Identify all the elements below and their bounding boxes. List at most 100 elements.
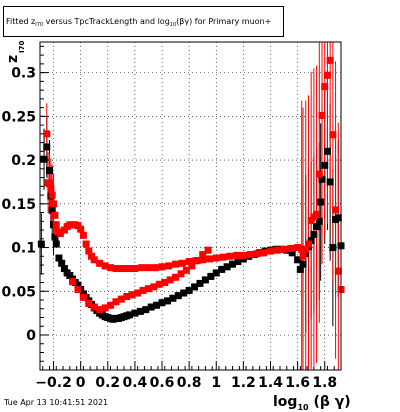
data-point	[204, 246, 212, 254]
y-axis-label-z: z	[5, 55, 21, 63]
data-point	[315, 170, 323, 178]
data-point	[288, 249, 296, 257]
x-tick-label: 1.4	[258, 375, 283, 391]
data-point	[150, 283, 158, 291]
data-point	[124, 265, 132, 273]
data-point	[79, 231, 87, 239]
data-point	[218, 265, 226, 273]
data-point	[107, 301, 115, 309]
data-point	[326, 178, 334, 186]
error-bars	[40, 42, 342, 370]
data-point	[158, 263, 166, 271]
data-point	[226, 252, 234, 260]
data-point	[153, 301, 161, 309]
data-point	[174, 292, 182, 300]
data-point	[43, 130, 51, 138]
y-axis-ticks: 0 0.05 0.1 0.15 0.2 0.25 0.3	[1, 45, 49, 362]
data-point	[125, 311, 133, 319]
title-prefix: Fitted z	[6, 17, 36, 26]
data-point	[205, 255, 213, 263]
x-axis-ticks: −0.2 0 0.2 0.4 0.6 0.8 1 1.2 1.4 1.6 1.8	[35, 361, 337, 391]
data-point	[273, 246, 281, 254]
data-point	[172, 273, 180, 281]
data-point	[329, 244, 337, 252]
data-point	[178, 259, 186, 267]
data-point	[96, 306, 104, 314]
y-axis-label-sub: I70	[18, 41, 26, 53]
data-markers	[37, 56, 345, 323]
data-point	[51, 211, 59, 219]
data-point	[85, 247, 93, 255]
data-point	[161, 279, 169, 287]
data-point	[166, 276, 174, 284]
data-point	[52, 240, 60, 248]
data-point	[318, 175, 326, 183]
data-point	[317, 198, 325, 206]
x-tick-label: 1.8	[312, 375, 337, 391]
y-tick-label: 0.3	[11, 66, 36, 82]
data-point	[45, 180, 53, 188]
data-point	[101, 304, 109, 312]
data-point	[147, 303, 155, 311]
data-point	[219, 253, 227, 261]
data-point	[313, 210, 321, 218]
data-point	[37, 240, 45, 248]
data-point	[51, 233, 59, 241]
data-point	[212, 269, 220, 277]
data-point	[123, 293, 131, 301]
y-tick-label: 0.25	[1, 109, 36, 125]
data-point	[191, 283, 199, 291]
data-point	[299, 252, 307, 260]
data-point	[296, 265, 304, 273]
data-point	[85, 300, 93, 308]
title-sub-2: 10	[169, 22, 177, 28]
y-tick-label: 0.1	[11, 241, 36, 257]
data-point	[260, 249, 268, 257]
data-point	[223, 263, 231, 271]
data-point	[40, 155, 48, 163]
data-point	[134, 289, 142, 297]
data-point	[196, 279, 204, 287]
data-point	[310, 230, 318, 238]
data-point	[47, 185, 55, 193]
data-point	[112, 298, 120, 306]
data-point	[79, 293, 87, 301]
y-tick-label: 0.15	[1, 197, 36, 213]
data-point	[144, 264, 152, 272]
data-point	[139, 286, 147, 294]
data-point	[313, 223, 321, 231]
data-point	[117, 295, 125, 303]
data-point	[246, 251, 254, 259]
timestamp: Tue Apr 13 10:41:51 2021	[4, 398, 109, 407]
data-point	[142, 306, 150, 314]
x-tick-label: 1.6	[285, 375, 310, 391]
data-point	[155, 280, 163, 288]
data-point	[107, 264, 115, 272]
data-point	[45, 167, 53, 175]
data-point	[90, 256, 98, 264]
data-point	[69, 278, 77, 286]
data-point	[321, 161, 329, 169]
data-point	[199, 251, 207, 259]
data-point	[315, 217, 323, 225]
chart-grid	[40, 42, 341, 370]
data-point	[298, 245, 306, 253]
data-point	[233, 251, 241, 259]
data-point	[77, 225, 85, 233]
x-tick-label: 0.2	[95, 375, 120, 391]
data-point	[177, 270, 185, 278]
data-point	[74, 286, 82, 294]
data-point	[188, 262, 196, 270]
data-point	[334, 214, 342, 222]
data-point	[158, 299, 166, 307]
data-point	[48, 206, 56, 214]
data-point	[334, 267, 342, 275]
data-point	[199, 256, 207, 264]
data-point	[329, 131, 337, 139]
data-point	[74, 281, 82, 289]
data-point	[212, 254, 220, 262]
x-axis-label: log10 (β γ)	[273, 394, 351, 412]
data-point	[43, 143, 51, 151]
data-point	[58, 259, 66, 267]
